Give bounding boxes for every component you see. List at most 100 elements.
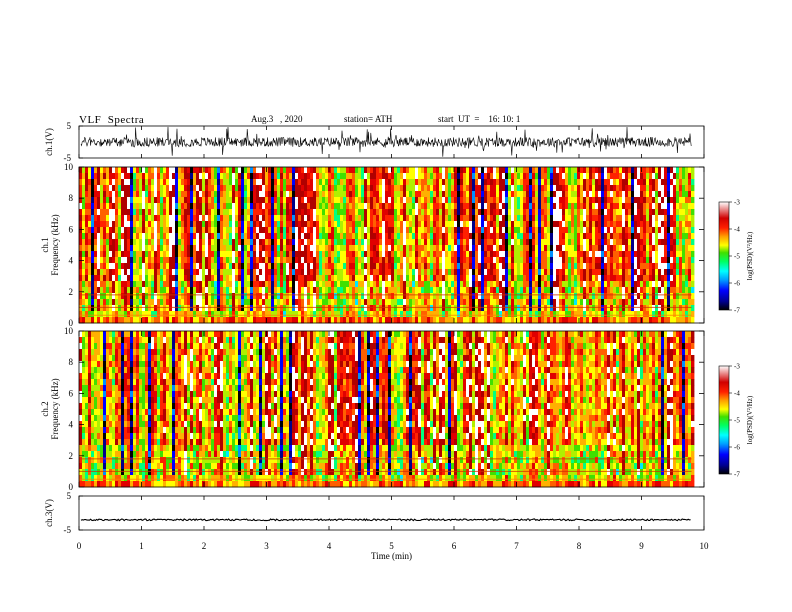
spectro-cell	[523, 197, 527, 204]
spectro-cell	[433, 317, 437, 324]
spectro-cell	[433, 257, 437, 264]
spectro-cell	[442, 287, 446, 294]
spectro-cell	[280, 287, 284, 294]
spectro-cell	[565, 269, 569, 276]
spectro-cell	[640, 269, 644, 276]
spectro-cell	[277, 215, 281, 222]
spectro-cell	[553, 305, 557, 312]
spectro-cell	[301, 281, 305, 288]
spectro-cell	[370, 287, 374, 294]
spectro-cell	[148, 317, 152, 324]
spectro-cell	[367, 209, 371, 216]
spectro-cell	[580, 263, 584, 270]
spectro-cell	[490, 191, 494, 198]
spectro-cell	[496, 311, 500, 318]
spectro-cell	[388, 251, 392, 258]
spectro-cell	[562, 203, 566, 210]
spectro-cell	[307, 197, 311, 204]
spectro-cell	[94, 269, 98, 276]
spectro-cell	[142, 233, 146, 240]
spectro-cell	[595, 185, 599, 192]
spectro-cell	[112, 209, 116, 216]
spectro-cell	[289, 185, 293, 192]
spectro-cell	[394, 257, 398, 264]
spectro-cell	[598, 215, 602, 222]
spectro-cell	[322, 275, 326, 282]
spectro-cell	[142, 179, 146, 186]
spectro-cell	[559, 281, 563, 288]
spectro-cell	[124, 293, 128, 300]
spectro-cell	[292, 215, 296, 222]
spectro-cell	[571, 167, 575, 174]
spectro-cell	[145, 305, 149, 312]
spectro-cell	[154, 185, 158, 192]
spectro-cell	[487, 221, 491, 228]
spectro-cell	[196, 233, 200, 240]
spectro-cell	[454, 257, 458, 264]
spectro-cell	[130, 311, 134, 318]
spectro-cell	[514, 167, 518, 174]
spectro-cell	[295, 185, 299, 192]
spectro-cell	[325, 317, 329, 324]
spectro-cell	[346, 215, 350, 222]
spectro-cell	[244, 167, 248, 174]
spectro-cell	[490, 287, 494, 294]
spectro-cell	[427, 305, 431, 312]
spectro-cell	[496, 299, 500, 306]
spectro-cell	[553, 191, 557, 198]
spectro-cell	[148, 197, 152, 204]
spectro-cell	[445, 251, 449, 258]
spectro-cell	[118, 203, 122, 210]
spectro-cell	[259, 191, 263, 198]
spectro-cell	[574, 263, 578, 270]
spectro-cell	[355, 227, 359, 234]
spectro-cell	[475, 191, 479, 198]
spectro-cell	[160, 173, 164, 180]
spectro-cell	[166, 227, 170, 234]
spectro-cell	[292, 167, 296, 174]
spectro-cell	[304, 191, 308, 198]
spectro-cell	[79, 275, 83, 282]
spectro-cell	[628, 311, 632, 318]
spectro-cell	[304, 293, 308, 300]
spectro-cell	[496, 257, 500, 264]
spectro-cell	[349, 281, 353, 288]
spectro-cell	[583, 221, 587, 228]
spectro-cell	[403, 173, 407, 180]
spectro-cell	[178, 227, 182, 234]
spectro-cell	[457, 275, 461, 282]
spectro-cell	[640, 221, 644, 228]
spectro-cell	[250, 245, 254, 252]
spectro-cell	[358, 215, 362, 222]
spectro-cell	[445, 239, 449, 246]
spectro-cell	[514, 275, 518, 282]
spectro-cell	[619, 245, 623, 252]
spectro-cell	[241, 227, 245, 234]
spectro-cell	[352, 311, 356, 318]
spectro-cell	[91, 245, 95, 252]
spectro-cell	[382, 317, 386, 324]
spectro-cell	[223, 209, 227, 216]
spectro-cell	[421, 257, 425, 264]
spectro-cell	[424, 233, 428, 240]
spectro-cell	[184, 257, 188, 264]
spectro-cell	[145, 287, 149, 294]
spectro-cell	[283, 257, 287, 264]
spectro-cell	[205, 221, 209, 228]
spectro-cell	[397, 317, 401, 324]
spectro-cell	[550, 185, 554, 192]
spectro-cell	[232, 203, 236, 210]
spectro-cell	[127, 191, 131, 198]
spectro-cell	[394, 215, 398, 222]
spectro-cell	[577, 233, 581, 240]
spectro-cell	[283, 191, 287, 198]
spectro-cell	[220, 251, 224, 258]
spectro-cell	[199, 197, 203, 204]
spectro-cell	[265, 227, 269, 234]
spectro-cell	[85, 317, 89, 324]
spectro-cell	[265, 185, 269, 192]
spectro-cell	[436, 185, 440, 192]
spectro-cell	[79, 263, 83, 270]
spectro-cell	[514, 305, 518, 312]
spectro-cell	[589, 287, 593, 294]
